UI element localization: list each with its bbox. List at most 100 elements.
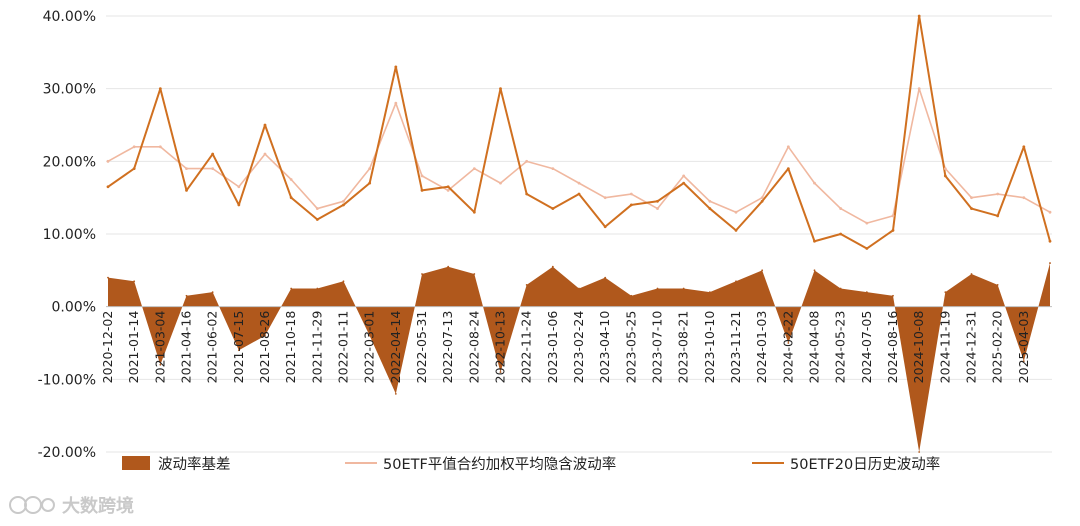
implied-vol-point — [970, 196, 973, 200]
basis-point — [185, 294, 188, 297]
basis-point — [1022, 360, 1025, 363]
x-tick-label: 2024-08-16 — [885, 311, 900, 384]
watermark-text: 大数跨境 — [62, 495, 134, 517]
x-tick-label: 2020-12-02 — [100, 311, 115, 384]
historical-vol-point — [603, 225, 607, 229]
x-tick-label: 2021-06-02 — [205, 311, 220, 384]
y-axis-ticks: -20.00% -10.00% 0.00% 10.00% 20.00% 30.00% 40.… — [38, 9, 96, 461]
historical-vol-point — [132, 167, 136, 171]
historical-vol-point — [1048, 239, 1052, 243]
x-tick-label: 2021-11-29 — [309, 311, 324, 384]
implied-vol-point — [394, 101, 398, 105]
x-tick-label: 2024-07-05 — [859, 311, 874, 384]
historical-vol-point — [734, 228, 738, 232]
historical-vol-point — [551, 207, 555, 210]
historical-vol-point — [813, 239, 816, 243]
historical-vol-point — [263, 123, 267, 127]
implied-vol-point — [891, 214, 895, 218]
historical-vol-point — [106, 185, 110, 189]
x-tick-label: 2021-10-18 — [283, 311, 298, 384]
x-tick-label: 2021-07-15 — [231, 311, 246, 384]
basis-point — [604, 276, 607, 279]
y-tick-label: -10.00% — [38, 372, 96, 388]
historical-vol-point — [865, 247, 869, 250]
y-tick-label: 40.00% — [43, 9, 96, 25]
x-axis-ticks: 2020-12-02 2021-01-14 2021-03-04 2021-04-16… — [100, 311, 1031, 384]
x-tick-label: 2022-01-11 — [336, 311, 351, 384]
historical-vol-point — [943, 174, 947, 178]
basis-point — [421, 273, 423, 275]
implied-vol-point — [1022, 196, 1026, 200]
x-tick-label: 2024-11-19 — [937, 311, 952, 384]
implied-vol-point — [446, 189, 450, 192]
historical-vol-point — [315, 218, 319, 221]
x-tick-label: 2025-04-03 — [1016, 311, 1031, 384]
implied-vol-point — [786, 145, 790, 149]
x-tick-label: 2022-03-01 — [362, 311, 377, 384]
x-tick-label: 2023-10-10 — [702, 311, 717, 384]
basis-point — [865, 291, 868, 294]
historical-vol-point — [394, 65, 398, 69]
implied-vol-point — [158, 145, 162, 149]
x-tick-label: 2021-04-16 — [179, 311, 194, 384]
basis-point — [159, 363, 162, 366]
implied-vol-point — [577, 181, 581, 185]
grid-lines — [106, 15, 1052, 453]
x-tick-label: 2021-08-26 — [257, 311, 272, 384]
implied-vol-point — [734, 210, 738, 214]
basis-point — [892, 294, 894, 297]
x-tick-label: 2024-01-03 — [754, 311, 769, 384]
x-tick-label: 2022-07-13 — [440, 311, 455, 384]
implied-vol-point — [342, 199, 345, 203]
implied-vol-point — [656, 207, 659, 210]
implied-vol-point — [237, 185, 241, 189]
basis-point — [682, 287, 685, 290]
historical-vol-point — [996, 214, 1000, 218]
historical-vol-point — [237, 203, 241, 207]
legend-item-historical-vol: 50ETF20日历史波动率 — [752, 456, 940, 473]
basis-point — [290, 287, 293, 290]
implied-vol-point — [682, 174, 686, 178]
basis-point — [473, 273, 476, 275]
historical-vol-point — [577, 192, 581, 196]
implied-vol-point — [760, 196, 764, 200]
historical-vol-point — [708, 207, 712, 210]
x-tick-label: 2023-05-25 — [623, 311, 638, 384]
x-tick-label: 2024-10-08 — [911, 311, 926, 384]
implied-vol-point — [185, 167, 188, 171]
y-tick-label: 0.00% — [52, 300, 96, 316]
historical-vol-point — [499, 87, 502, 91]
x-tick-label: 2024-12-31 — [964, 311, 979, 384]
legend-label-basis: 波动率基差 — [158, 456, 231, 473]
x-tick-label: 2023-01-06 — [545, 311, 560, 384]
historical-vol-point — [525, 192, 529, 196]
legend-swatch-basis — [122, 456, 150, 470]
series-basis-area — [108, 263, 1050, 452]
legend-label-implied-vol: 50ETF平值合约加权平均隐含波动率 — [383, 456, 616, 473]
historical-vol-point — [368, 181, 372, 185]
basis-point — [447, 265, 450, 268]
implied-vol-point — [132, 145, 136, 149]
data-points-layer — [106, 14, 1052, 453]
basis-point — [735, 280, 737, 283]
implied-vol-point — [289, 178, 293, 181]
basis-point — [342, 280, 345, 283]
basis-point — [237, 349, 240, 352]
implied-vol-point — [263, 152, 267, 156]
historical-vol-point — [158, 87, 162, 91]
series-historical-vol-line — [107, 15, 1051, 250]
historical-vol-point — [420, 189, 424, 192]
x-tick-label: 2024-05-23 — [833, 311, 848, 384]
x-tick-label: 2025-02-20 — [990, 311, 1005, 384]
basis-point — [368, 334, 371, 337]
basis-point — [316, 287, 319, 290]
historical-vol-point — [656, 199, 659, 203]
historical-vol-point — [970, 207, 973, 210]
historical-vol-point — [211, 152, 215, 156]
basis-point — [656, 287, 659, 290]
implied-vol-point — [839, 207, 843, 210]
historical-vol-point — [185, 189, 188, 192]
historical-vol-point — [786, 167, 790, 171]
implied-vol-point — [1048, 210, 1052, 214]
